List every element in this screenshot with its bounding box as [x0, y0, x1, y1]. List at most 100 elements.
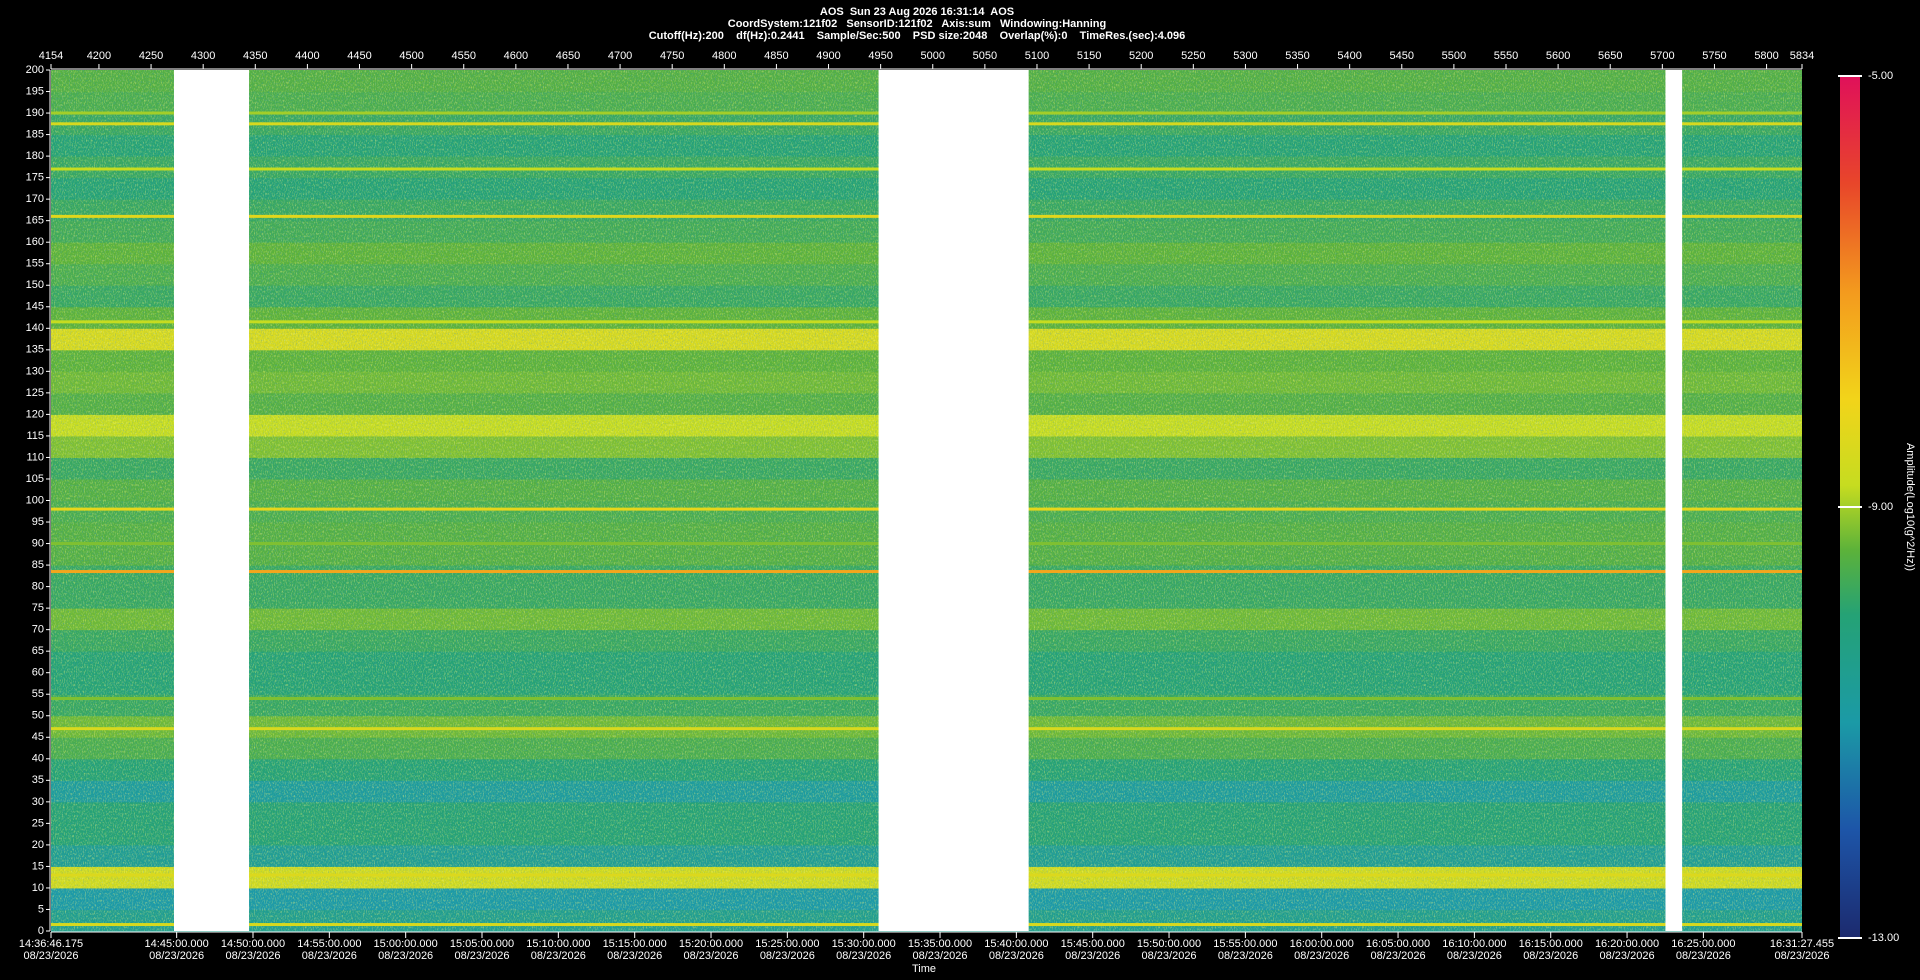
x-tick-label: 4900: [816, 50, 840, 62]
x-tick-label: 4700: [608, 50, 632, 62]
chart-subtitle: CoordSystem:121f02 SensorID:121f02 Axis:…: [728, 18, 1106, 30]
x-tick-label: 5600: [1546, 50, 1570, 62]
x-tick-label: 4750: [660, 50, 684, 62]
time-tick-date: 08/23/2026: [531, 950, 586, 962]
y-tick-label: 200: [26, 64, 44, 76]
x-tick-label: 5450: [1390, 50, 1414, 62]
y-tick-label: 160: [26, 236, 44, 248]
time-tick-label: 16:00:00.000: [1290, 938, 1354, 950]
time-tick-date: 08/23/2026: [1523, 950, 1578, 962]
y-tick-label: 80: [32, 581, 44, 593]
colorbar-tick-label: -5.00: [1868, 70, 1893, 82]
time-tick-date: 08/23/2026: [454, 950, 509, 962]
y-tick-label: 95: [32, 516, 44, 528]
y-tick-label: 60: [32, 667, 44, 679]
x-tick-label: 4550: [451, 50, 475, 62]
x-tick-label: 5800: [1754, 50, 1778, 62]
y-tick-label: 35: [32, 774, 44, 786]
time-tick-date: 08/23/2026: [1774, 950, 1829, 962]
chart-subtitle: Cutoff(Hz):200 df(Hz):0.2441 Sample/Sec:…: [649, 30, 1186, 42]
x-tick-label: 5300: [1233, 50, 1257, 62]
plot-area: [51, 70, 1802, 932]
x-tick-label: 4600: [504, 50, 528, 62]
x-tick-label: 4350: [243, 50, 267, 62]
x-tick-label: 4300: [191, 50, 215, 62]
y-tick-label: 85: [32, 559, 44, 571]
y-tick-label: 105: [26, 473, 44, 485]
time-tick-label: 14:55:00.000: [297, 938, 361, 950]
y-tick-label: 55: [32, 688, 44, 700]
time-tick-date: 08/23/2026: [225, 950, 280, 962]
y-tick-label: 65: [32, 645, 44, 657]
data-gap: [173, 70, 250, 931]
time-tick-label: 15:30:00.000: [832, 938, 896, 950]
time-tick-label: 15:15:00.000: [603, 938, 667, 950]
x-tick-label: 4200: [87, 50, 111, 62]
y-tick-label: 195: [26, 85, 44, 97]
time-tick-date: 08/23/2026: [912, 950, 967, 962]
y-tick-label: 20: [32, 839, 44, 851]
time-tick-label: 16:10:00.000: [1442, 938, 1506, 950]
time-tick-date: 08/23/2026: [760, 950, 815, 962]
y-tick-label: 125: [26, 387, 44, 399]
colorbar-tick-label: -13.00: [1868, 932, 1899, 944]
time-tick-label: 16:25:00.000: [1671, 938, 1735, 950]
y-tick-label: 70: [32, 624, 44, 636]
time-tick-date: 08/23/2026: [1371, 950, 1426, 962]
x-tick-label: 5700: [1650, 50, 1674, 62]
time-tick-date: 08/23/2026: [23, 950, 78, 962]
y-tick-label: 100: [26, 494, 44, 506]
x-tick-label: 4800: [712, 50, 736, 62]
time-tick-label: 15:05:00.000: [450, 938, 514, 950]
time-tick-date: 08/23/2026: [1447, 950, 1502, 962]
y-tick-label: 50: [32, 710, 44, 722]
x-tick-label: 5400: [1337, 50, 1361, 62]
x-tick-label: 5000: [921, 50, 945, 62]
x-tick-label: 5500: [1442, 50, 1466, 62]
y-tick-label: 120: [26, 408, 44, 420]
x-axis-label: Time: [912, 963, 936, 975]
x-tick-label: 5250: [1181, 50, 1205, 62]
y-tick-label: 155: [26, 258, 44, 270]
x-tick-label: 4650: [556, 50, 580, 62]
y-tick-label: 165: [26, 215, 44, 227]
colorbar-tick-label: -9.00: [1868, 501, 1893, 513]
time-tick-label: 15:25:00.000: [755, 938, 819, 950]
y-tick-label: 145: [26, 301, 44, 313]
time-tick-label: 16:31:27.455: [1770, 938, 1834, 950]
y-tick-label: 185: [26, 128, 44, 140]
time-tick-date: 08/23/2026: [836, 950, 891, 962]
y-tick-label: 40: [32, 753, 44, 765]
time-tick-label: 16:05:00.000: [1366, 938, 1430, 950]
time-tick-date: 08/23/2026: [302, 950, 357, 962]
y-tick-label: 90: [32, 537, 44, 549]
y-tick-label: 180: [26, 150, 44, 162]
data-gap: [878, 70, 1029, 931]
y-tick-label: 175: [26, 172, 44, 184]
time-tick-date: 08/23/2026: [989, 950, 1044, 962]
time-tick-label: 14:50:00.000: [221, 938, 285, 950]
y-tick-label: 30: [32, 796, 44, 808]
data-gap: [1665, 70, 1683, 931]
y-tick-label: 15: [32, 860, 44, 872]
time-tick-date: 08/23/2026: [1676, 950, 1731, 962]
y-tick-label: 25: [32, 817, 44, 829]
y-tick-label: 0: [38, 925, 44, 937]
y-tick-label: 75: [32, 602, 44, 614]
y-tick-label: 150: [26, 279, 44, 291]
time-tick-label: 15:35:00.000: [908, 938, 972, 950]
x-tick-label: 4250: [139, 50, 163, 62]
x-tick-label: 5200: [1129, 50, 1153, 62]
time-tick-date: 08/23/2026: [378, 950, 433, 962]
y-tick-label: 170: [26, 193, 44, 205]
time-tick-label: 16:15:00.000: [1519, 938, 1583, 950]
time-tick-label: 15:40:00.000: [984, 938, 1048, 950]
time-tick-label: 15:45:00.000: [1061, 938, 1125, 950]
time-tick-date: 08/23/2026: [1294, 950, 1349, 962]
time-tick-label: 15:00:00.000: [374, 938, 438, 950]
time-tick-label: 15:55:00.000: [1213, 938, 1277, 950]
x-tick-label: 5834: [1790, 50, 1814, 62]
y-tick-label: 190: [26, 107, 44, 119]
